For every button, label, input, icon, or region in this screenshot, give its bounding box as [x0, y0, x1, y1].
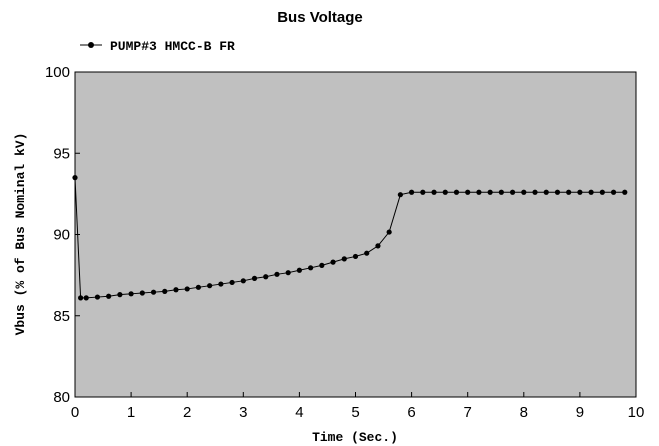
x-axis-label: Time (Sec.) [312, 430, 398, 445]
y-tick-label: 90 [53, 227, 70, 244]
chart-title: Bus Voltage [277, 9, 363, 26]
data-point [207, 283, 213, 289]
data-point [622, 189, 628, 195]
y-tick-label: 95 [53, 145, 70, 162]
data-point [330, 259, 336, 265]
data-point [566, 189, 572, 195]
data-point [375, 243, 381, 249]
y-axis-label: Vbus (% of Bus Nominal kV) [13, 133, 28, 336]
data-point [487, 189, 493, 195]
data-point [397, 192, 403, 198]
data-point [554, 189, 561, 195]
data-point [364, 250, 370, 256]
data-point [173, 287, 179, 293]
x-tick-label: 9 [576, 404, 584, 421]
data-point [195, 284, 202, 290]
legend-label: PUMP#3 HMCC-B FR [110, 39, 235, 54]
data-point [308, 265, 314, 271]
data-point [509, 189, 516, 195]
data-point [296, 267, 302, 273]
data-point [498, 189, 504, 195]
data-point [83, 295, 89, 301]
plot-area [74, 71, 637, 398]
x-tick-label: 8 [520, 404, 528, 421]
data-point [431, 189, 437, 195]
data-point [72, 175, 78, 181]
data-point [465, 189, 471, 195]
data-point [599, 189, 605, 195]
x-tick-label: 5 [351, 404, 359, 421]
data-point [263, 274, 269, 280]
data-point [409, 189, 415, 195]
data-point [285, 270, 291, 276]
y-tick-label: 100 [45, 64, 70, 81]
data-point [341, 256, 347, 262]
data-point [128, 291, 134, 297]
data-point [588, 189, 594, 195]
data-point [94, 294, 101, 300]
data-point [240, 278, 246, 284]
data-point [521, 189, 527, 195]
data-point [386, 229, 392, 235]
data-point [184, 286, 190, 292]
x-tick-label: 6 [407, 404, 415, 421]
data-point [106, 293, 112, 299]
data-point [162, 288, 168, 294]
data-point [442, 189, 448, 195]
y-tick-label: 85 [53, 308, 70, 325]
data-point [532, 189, 538, 195]
data-point [543, 189, 549, 195]
x-axis-ticks: 0 1 2 3 4 5 6 7 8 9 10 [71, 392, 645, 421]
x-tick-label: 4 [295, 404, 303, 421]
legend-marker [88, 42, 94, 48]
data-point [78, 295, 84, 301]
data-point [453, 189, 460, 195]
x-tick-label: 2 [183, 404, 191, 421]
data-point [420, 189, 426, 195]
data-point [274, 271, 280, 277]
x-tick-label: 7 [464, 404, 472, 421]
legend: PUMP#3 HMCC-B FR [80, 39, 235, 54]
data-point [229, 279, 235, 286]
x-tick-label: 10 [628, 404, 645, 421]
data-point [476, 189, 482, 195]
data-point [577, 189, 583, 195]
data-point [218, 281, 224, 287]
x-tick-label: 0 [71, 404, 79, 421]
data-point [352, 253, 359, 260]
x-tick-label: 3 [239, 404, 247, 421]
data-point [117, 292, 123, 298]
data-point [610, 189, 617, 195]
data-point [139, 290, 145, 296]
data-point [319, 262, 325, 268]
data-point [251, 275, 258, 281]
data-point [150, 289, 157, 295]
series-layer [72, 175, 628, 301]
y-tick-label: 80 [53, 389, 70, 406]
x-tick-label: 1 [127, 404, 135, 421]
